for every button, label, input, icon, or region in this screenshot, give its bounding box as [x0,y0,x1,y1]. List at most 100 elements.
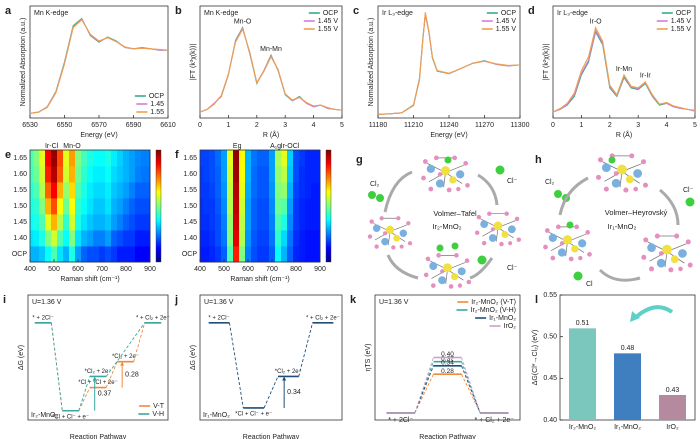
value-label: 0.28 [441,368,454,375]
y-tick-label: 1.65 [13,155,27,162]
x-tick-label: 0 [198,122,202,129]
species-label: Cl⁻ [507,178,518,185]
heatmap-cell [221,150,228,167]
heatmap-cell [111,166,118,183]
peak-label: Ir-Ir [640,73,652,80]
heatmap-cell [141,246,148,263]
heatmap-cell [87,166,94,183]
heatmap-cell [135,198,142,215]
x-tick-label: 6550 [57,122,73,129]
y-tick-label: 1.40 [183,235,197,242]
heatmap-cell [81,230,88,247]
heatmap-cell [141,214,148,231]
y-axis-label: |FT (k²χ(k))| [543,44,550,81]
heatmap-cell [215,166,222,183]
legend-label: 1.55 V [318,26,339,33]
heatmap-cell [200,150,204,167]
heatmap-cell [99,198,106,215]
heatmap-cell [147,214,151,231]
state-label: *Cl + Cl⁻ + e⁻ [52,414,89,420]
state-label: *Cl₂ + 2e⁻ [275,369,302,375]
x-tick-label: IrO₂ [666,424,679,431]
plot-frame [199,5,343,119]
connector [414,357,434,414]
heatmap-cell [263,214,270,231]
heatmap-cell [233,166,240,183]
heatmap-cell [251,214,258,231]
y-tick-label: OCP [182,251,198,258]
heatmap-cell [57,198,64,215]
heatmap-cell [317,214,321,231]
cluster [542,224,593,262]
x-tick-label: Ir₁-MnO₂ [614,424,641,431]
heatmap-cell [311,182,318,199]
heatmap-cell [203,166,210,183]
heatmap-cell [293,182,300,199]
heatmap-cell [200,214,204,231]
heatmap-cell [141,230,148,247]
x-tick-label: 2 [255,122,259,129]
series-line [377,12,521,115]
plot-frame [29,149,151,263]
heatmap-cell [203,230,210,247]
heatmap-cell [99,166,106,183]
x-axis-label: Reaction Pathway [419,434,476,439]
heatmap-cell [63,198,70,215]
heatmap-cell [239,214,246,231]
y-axis-label: ΔG(Cl*→Cl₂) (eV) [532,330,539,386]
heatmap-cell [245,246,252,263]
heatmap-cell [81,182,88,199]
heatmap-cell [81,246,88,263]
heatmap-cell [39,246,46,263]
x-tick-label: 700 [266,266,278,273]
heatmap-cell [69,182,76,199]
trend-arrow [633,305,674,320]
heatmap-cell [275,230,282,247]
colorbar [155,149,162,263]
catalyst-label: Ir₁-MnO₂ [203,412,230,419]
peak-label: Mn-O [63,143,81,150]
heatmap-cell [239,230,246,247]
heatmap-cell [299,198,306,215]
heatmap-cell [69,214,76,231]
heatmap-cell [293,230,300,247]
heatmap-cell [257,230,264,247]
heatmap-cell [299,182,306,199]
heatmap-cell [33,230,40,247]
heatmap-cell [51,166,58,183]
panel-letter: j [174,294,178,306]
legend-label: OCP [676,10,692,17]
value-label: 0.40 [441,351,454,358]
heatmap-cell [123,230,130,247]
heatmap-cell [245,214,252,231]
heatmap-cell [117,198,124,215]
heatmap-cell [33,166,40,183]
heatmap-cell [30,166,34,183]
peak-label: A₁g [270,143,281,150]
connector [78,387,91,411]
heatmap-cell [141,166,148,183]
x-tick-label: 6530 [22,122,38,129]
heatmap-cell [39,214,46,231]
heatmap-cell [269,230,276,247]
legend-label: 1.55 [150,109,164,116]
x-tick-label: 800 [290,266,302,273]
heatmap-cell [141,198,148,215]
heatmap-cell [209,150,216,167]
heatmap-cell [200,166,204,183]
heatmap-cell [245,230,252,247]
x-axis-label: R (Å) [263,130,279,139]
mechanism-title: Volmer–Heyrovský [605,208,668,217]
legend-label: V-T [153,403,165,410]
heatmap-cell [221,230,228,247]
heatmap-cell [39,198,46,215]
panel-title: Ir L₃-edge [557,10,588,17]
series-line [199,26,343,113]
state-label: * + Cl₂ + 2e⁻ [306,315,340,321]
heatmap-cell [305,246,312,263]
heatmap-cell [251,246,258,263]
heatmap-cell [251,166,258,183]
x-axis-label: R (Å) [616,130,632,139]
cycle-arrows [383,170,499,280]
heatmap-cell [287,230,294,247]
